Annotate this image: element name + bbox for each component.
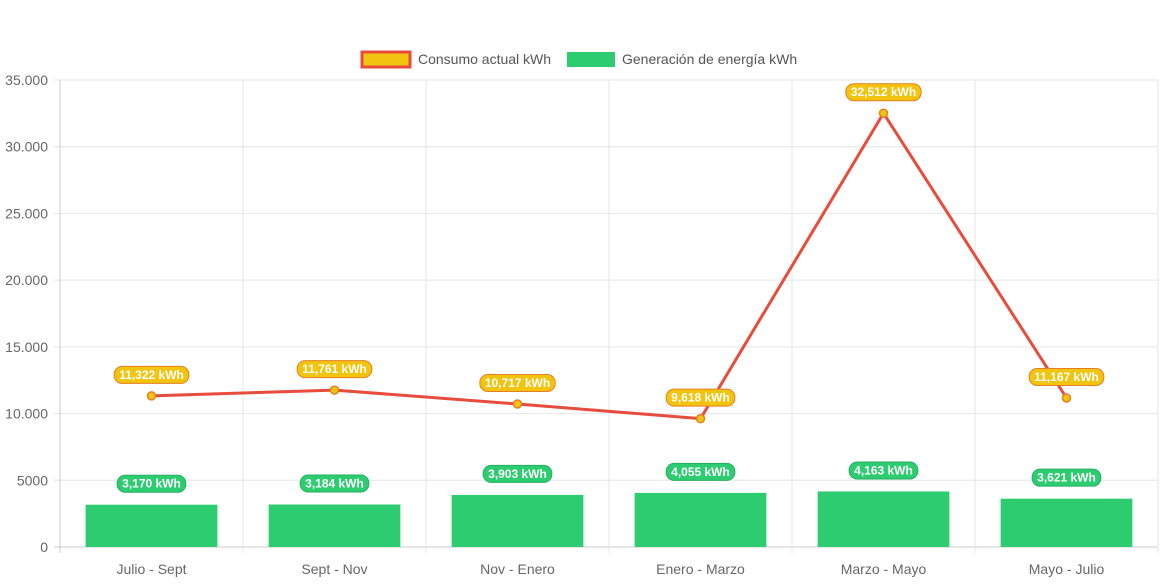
bar-data-label-bg xyxy=(665,462,736,481)
line-data-label-text: 32,512 kWh xyxy=(851,85,916,99)
bar-data-label: 3,184 kWh xyxy=(299,474,370,493)
y-tick-label: 15.000 xyxy=(5,339,48,355)
line-layer xyxy=(146,108,1072,424)
data-label-layer: 3,170 kWh 3,184 kWh 3,903 kWh 4,055 kWh 4,16… xyxy=(113,83,1105,493)
line-data-label-text: 11,322 kWh xyxy=(119,368,184,382)
line-point xyxy=(1061,393,1072,403)
line-point xyxy=(146,391,157,401)
line-data-label-text: 9,618 kWh xyxy=(671,391,730,405)
series-line xyxy=(151,111,1068,421)
bar xyxy=(268,504,401,547)
bar-data-label-text: 3,621 kWh xyxy=(1037,471,1096,485)
bar-data-label-text: 3,903 kWh xyxy=(488,467,547,481)
y-tick-label: 30.000 xyxy=(5,139,48,155)
x-tick-label: Marzo - Mayo xyxy=(841,561,927,577)
y-tick-label: 10.000 xyxy=(5,406,48,422)
bar-data-label-bg xyxy=(116,474,187,493)
bar xyxy=(451,494,584,547)
bar-data-label: 3,903 kWh xyxy=(482,464,553,483)
bar-data-label-bg xyxy=(1031,468,1102,487)
legend-label-consumo: Consumo actual kWh xyxy=(418,51,551,67)
bar xyxy=(817,491,950,547)
line-data-label-bg xyxy=(296,360,373,379)
line-data-label-bg xyxy=(665,388,736,407)
bar-data-label: 4,163 kWh xyxy=(848,461,919,480)
line-data-label: 32,512 kWh xyxy=(845,83,922,102)
line-point xyxy=(878,108,889,118)
bar-data-label: 4,055 kWh xyxy=(665,462,736,481)
y-tick-label: 0 xyxy=(40,539,48,555)
line-data-label-text: 10,717 kWh xyxy=(485,376,550,390)
bar-data-label-text: 3,184 kWh xyxy=(305,477,364,491)
bar-data-label-bg xyxy=(299,474,370,493)
bar-data-label-text: 4,163 kWh xyxy=(854,463,913,477)
line-data-label: 11,761 kWh xyxy=(296,360,373,379)
line-data-label: 11,322 kWh xyxy=(113,365,190,384)
bar xyxy=(634,492,767,547)
line-point xyxy=(329,385,340,395)
y-tick-label: 25.000 xyxy=(5,205,48,221)
line-data-label: 10,717 kWh xyxy=(479,374,556,393)
line-data-label-text: 11,761 kWh xyxy=(302,362,367,376)
y-tick-label: 20.000 xyxy=(5,272,48,288)
grid-layer xyxy=(54,79,1159,553)
x-tick-label: Julio - Sept xyxy=(116,561,186,577)
legend-label-generacion: Generación de energía kWh xyxy=(622,51,797,67)
legend-swatch-generacion xyxy=(567,52,615,67)
line-data-label-text: 11,167 kWh xyxy=(1034,370,1099,384)
legend: Consumo actual kWh Generación de energía … xyxy=(360,50,797,69)
x-tick-label: Enero - Marzo xyxy=(656,561,745,577)
axis-layer: 0 5000 10.000 15.000 20.000 25.000 30.000 35.00… xyxy=(5,72,1104,577)
line-data-label: 9,618 kWh xyxy=(665,388,736,407)
bar-data-label-text: 3,170 kWh xyxy=(122,477,181,491)
bar-layer xyxy=(85,491,1133,547)
line-point xyxy=(512,399,523,409)
y-tick-label: 5000 xyxy=(17,472,48,488)
line-data-label: 11,167 kWh xyxy=(1028,368,1105,387)
bar-data-label-text: 4,055 kWh xyxy=(671,465,730,479)
legend-swatch-consumo xyxy=(360,50,412,69)
bar-data-label-bg xyxy=(848,461,919,480)
x-tick-label: Sept - Nov xyxy=(301,561,367,577)
line-point xyxy=(695,413,706,424)
line-data-label-bg xyxy=(113,365,190,384)
line-data-label-bg xyxy=(1028,368,1105,387)
bar xyxy=(1000,498,1133,547)
bar-data-label: 3,621 kWh xyxy=(1031,468,1102,487)
y-tick-label: 35.000 xyxy=(5,72,48,88)
x-tick-label: Mayo - Julio xyxy=(1029,561,1105,577)
line-data-label-bg xyxy=(479,374,556,393)
bar xyxy=(85,504,218,547)
bar-data-label: 3,170 kWh xyxy=(116,474,187,493)
bar-data-label-bg xyxy=(482,464,553,483)
line-data-label-bg xyxy=(845,83,922,102)
x-tick-label: Nov - Enero xyxy=(480,561,555,577)
